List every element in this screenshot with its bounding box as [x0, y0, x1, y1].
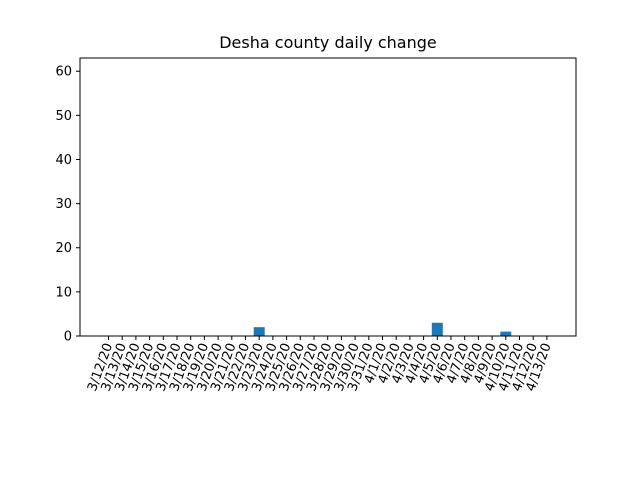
bar: [500, 331, 512, 336]
bar: [253, 327, 265, 336]
y-tick-label: 40: [55, 153, 72, 168]
bar: [431, 322, 443, 336]
y-tick-label: 0: [64, 330, 72, 345]
y-tick-label: 10: [55, 285, 72, 300]
y-tick-label: 30: [55, 197, 72, 212]
chart-title: Desha county daily change: [219, 33, 437, 52]
y-tick-label: 60: [55, 65, 72, 80]
y-tick-label: 50: [55, 109, 72, 124]
plot-frame: [79, 57, 577, 337]
y-tick-label: 20: [55, 241, 72, 256]
